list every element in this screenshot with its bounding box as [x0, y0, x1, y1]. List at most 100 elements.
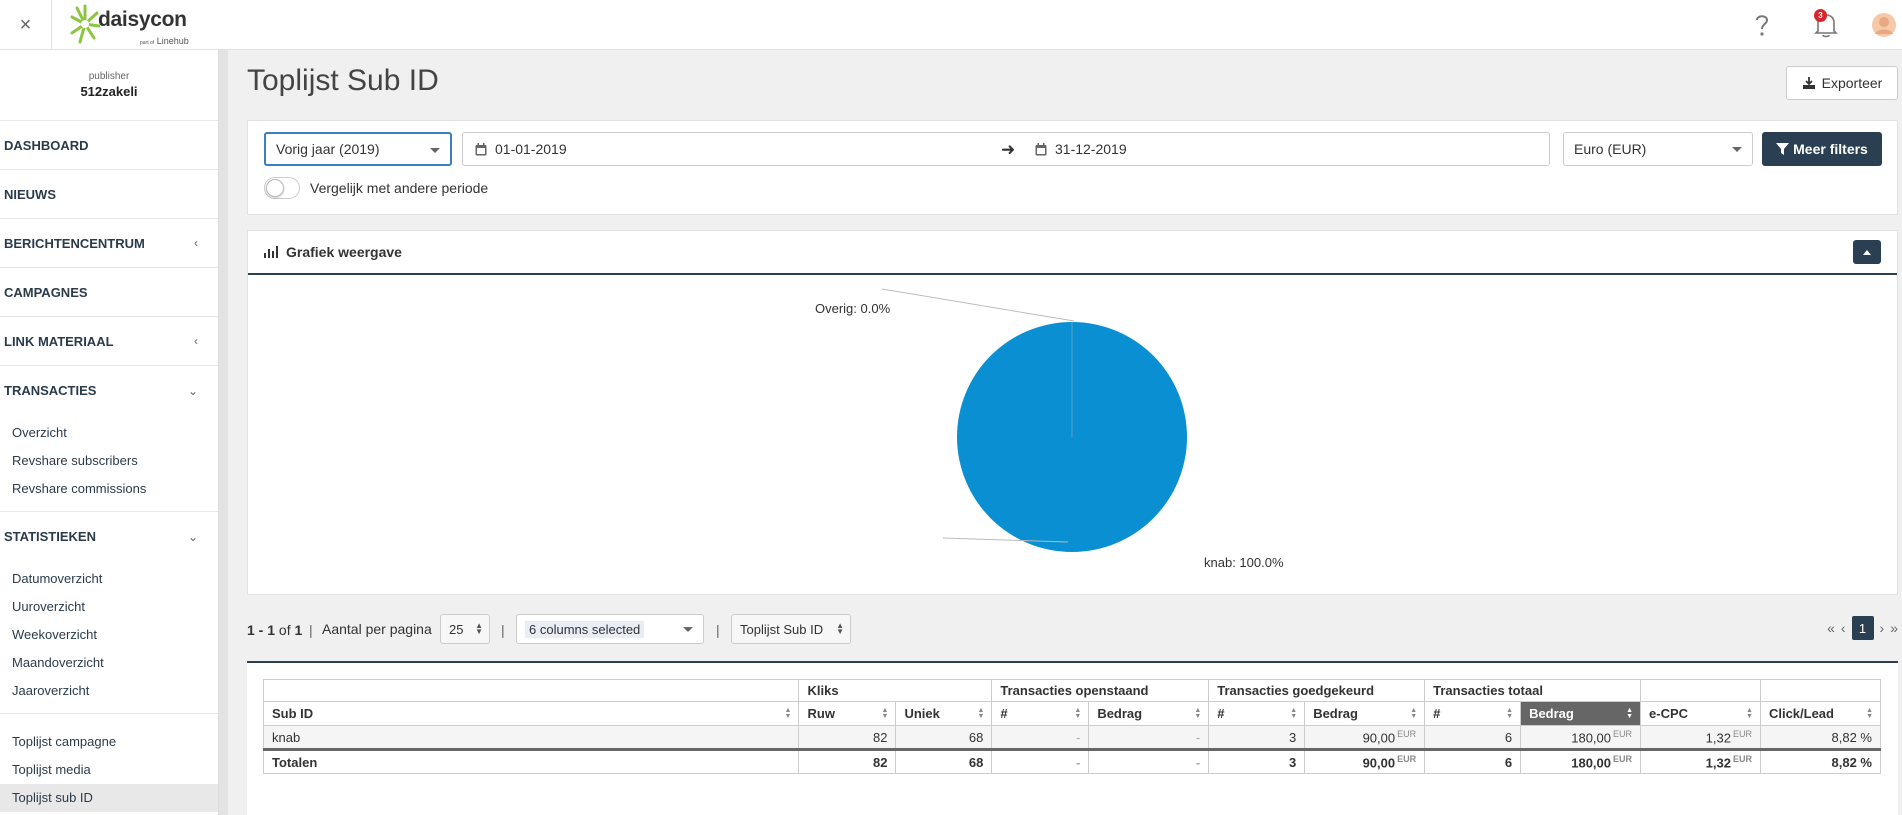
nav-dashboard[interactable]: DASHBOARD: [0, 121, 218, 170]
sidebar-item-weekoverzicht[interactable]: Weekoverzicht: [12, 627, 98, 642]
col-sub-id[interactable]: Sub ID ▲ ▼: [262, 701, 800, 726]
group-empty: [262, 679, 800, 702]
cell-total-appr-amount: 90,00 EUR: [1304, 748, 1426, 774]
compare-toggle[interactable]: [264, 177, 300, 199]
sort-icon: ▲ ▼: [1866, 707, 1873, 720]
col-appr-count[interactable]: # ▲ ▼: [1208, 701, 1306, 726]
sort-icon: ▲ ▼: [1194, 707, 1202, 720]
date-start-field[interactable]: 01-01-2019: [475, 141, 567, 157]
col-uniek[interactable]: Uniek ▲ ▼: [895, 701, 993, 726]
group-kliks: Kliks: [798, 679, 993, 702]
more-filters-button[interactable]: Meer filters: [1762, 132, 1882, 166]
notification-bell-icon[interactable]: 3: [1806, 5, 1846, 45]
col-tot-amount[interactable]: Bedrag ▲ ▼: [1520, 701, 1642, 726]
sidebar: publisher 512zakeli DASHBOARD NIEUWS BER…: [0, 50, 219, 815]
col-tot-count[interactable]: # ▲ ▼: [1424, 701, 1522, 726]
chevron-down-icon: ⌄: [187, 529, 198, 544]
col-open-count[interactable]: # ▲ ▼: [991, 701, 1090, 726]
sidebar-item-datumoverzicht[interactable]: Datumoverzicht: [12, 571, 103, 586]
daisy-flower-icon: [70, 4, 100, 44]
sort-icon: ▲ ▼: [1746, 707, 1753, 720]
bar-chart-icon: [264, 246, 278, 258]
col-appr-amount[interactable]: Bedrag ▲ ▼: [1304, 701, 1426, 726]
col-open-amount[interactable]: Bedrag ▲ ▼: [1088, 701, 1210, 726]
sidebar-item-maandoverzicht[interactable]: Maandoverzicht: [12, 655, 104, 670]
nav-statistieken[interactable]: STATISTIEKEN ⌄: [4, 529, 198, 544]
sidebar-item-jaaroverzicht[interactable]: Jaaroverzicht: [12, 683, 90, 698]
sidebar-item-toplijst-media[interactable]: Toplijst media: [12, 762, 91, 777]
cell-ruw: 82: [798, 725, 897, 750]
calendar-icon: [475, 142, 487, 155]
group-openstaand: Transacties openstaand: [991, 679, 1210, 702]
col-ruw[interactable]: Ruw ▲ ▼: [798, 701, 897, 726]
sidebar-item-uuroverzicht[interactable]: Uuroverzicht: [12, 599, 85, 614]
col-ecpc[interactable]: e-CPC ▲ ▼: [1640, 701, 1761, 726]
chevron-down-icon: ⌄: [187, 383, 198, 398]
group-goedgekeurd: Transacties goedgekeurd: [1208, 679, 1426, 702]
sort-icon: ▲ ▼: [1626, 707, 1634, 720]
cell-total-ruw: 82: [798, 748, 897, 774]
period-select[interactable]: Vorig jaar (2019): [264, 132, 452, 166]
per-page-label: Aantal per pagina: [322, 621, 432, 637]
cell-open-amount: -: [1088, 725, 1210, 750]
top-bar: × daisycon part of Linehub: [0, 0, 1902, 50]
close-button[interactable]: ×: [0, 0, 52, 50]
cell-click-lead: 8,82 %: [1759, 725, 1882, 750]
cell-sub-id: knab: [262, 725, 800, 750]
prev-page-button[interactable]: ‹: [1840, 620, 1846, 636]
sidebar-item-toplijst-sub-id[interactable]: Toplijst sub ID: [0, 784, 218, 812]
publisher-name: 512zakeli: [80, 84, 138, 99]
cell-total-uniek: 68: [895, 748, 993, 774]
view-select[interactable]: Toplijst Sub ID ▲ ▼: [731, 614, 851, 644]
totals-row: Totalen 82 68 - - 3 90,00 EUR 6 180,00 EUR…: [262, 748, 1882, 774]
calendar-icon: [1035, 142, 1047, 155]
next-page-button[interactable]: ›: [1879, 620, 1885, 636]
sidebar-item-toplijst-campagne[interactable]: Toplijst campagne: [12, 734, 117, 749]
columns-select[interactable]: 6 columns selected: [516, 614, 704, 644]
chevron-left-icon: ‹: [194, 236, 198, 250]
table-row[interactable]: knab 82 68 - - 3 90,00 EUR 6 180,00 EUR 1,…: [262, 725, 1882, 750]
cell-appr-amount: 90,00 EUR: [1304, 725, 1426, 750]
page-number-button[interactable]: 1: [1851, 616, 1874, 640]
compare-row: Vergelijk met andere periode: [264, 177, 488, 199]
cell-total-open-amount: -: [1088, 748, 1210, 774]
nav-campagnes[interactable]: CAMPAGNES: [0, 268, 218, 317]
group-empty: [1759, 679, 1882, 702]
group-empty: [1640, 679, 1761, 702]
sort-icon: ▲ ▼: [1410, 707, 1418, 720]
toplijst-submenu: Toplijst campagne Toplijst media Toplijs…: [0, 714, 218, 815]
first-page-button[interactable]: «: [1827, 620, 1835, 636]
chevron-down-icon: [430, 148, 440, 153]
sort-arrows-icon: ▲ ▼: [836, 621, 844, 636]
publisher-role: publisher: [88, 71, 130, 82]
nav-link-materiaal[interactable]: LINK MATERIAAL ‹: [0, 317, 218, 366]
currency-select[interactable]: Euro (EUR): [1563, 132, 1753, 166]
last-page-button[interactable]: »: [1890, 620, 1898, 636]
nav-nieuws[interactable]: NIEUWS: [0, 170, 218, 219]
filter-icon: [1776, 142, 1790, 155]
pie-leader-line: [881, 288, 1075, 322]
sort-arrows-icon: ▲ ▼: [475, 621, 483, 636]
sidebar-scrollbar[interactable]: [219, 50, 228, 815]
sidebar-item-revshare-commissions[interactable]: Revshare commissions: [12, 481, 147, 496]
help-icon[interactable]: [1742, 5, 1782, 45]
logo-wordmark: daisycon: [98, 8, 187, 31]
per-page-select[interactable]: 25 ▲ ▼: [440, 614, 490, 644]
collapse-chart-button[interactable]: [1853, 240, 1881, 264]
date-range-picker[interactable]: 01-01-2019 ➜ 31-12-2019: [462, 132, 1550, 166]
col-click-lead[interactable]: Click/Lead ▲ ▼: [1759, 701, 1882, 726]
daisycon-logo[interactable]: daisycon part of Linehub: [70, 0, 200, 50]
statistieken-submenu: Datumoverzicht Uuroverzicht Weekoverzich…: [0, 561, 218, 714]
nav-transacties[interactable]: TRANSACTIES ⌄: [4, 383, 198, 398]
download-icon: [1802, 77, 1815, 89]
sidebar-item-overzicht[interactable]: Overzicht: [12, 425, 67, 440]
sidebar-item-revshare-subscribers[interactable]: Revshare subscribers: [12, 453, 138, 468]
nav-berichtencentrum[interactable]: BERICHTENCENTRUM ‹: [0, 219, 218, 268]
chevron-down-icon: [683, 627, 693, 632]
cell-total-appr-count: 3: [1208, 748, 1306, 774]
compare-label: Vergelijk met andere periode: [310, 180, 489, 196]
table-toolbar: 1 - 1 of 1 | Aantal per pagina 25 ▲ ▼ | 6…: [247, 613, 1898, 645]
export-button[interactable]: Exporteer: [1786, 66, 1898, 100]
user-avatar[interactable]: [1864, 5, 1902, 45]
date-end-field[interactable]: 31-12-2019: [1035, 141, 1127, 157]
